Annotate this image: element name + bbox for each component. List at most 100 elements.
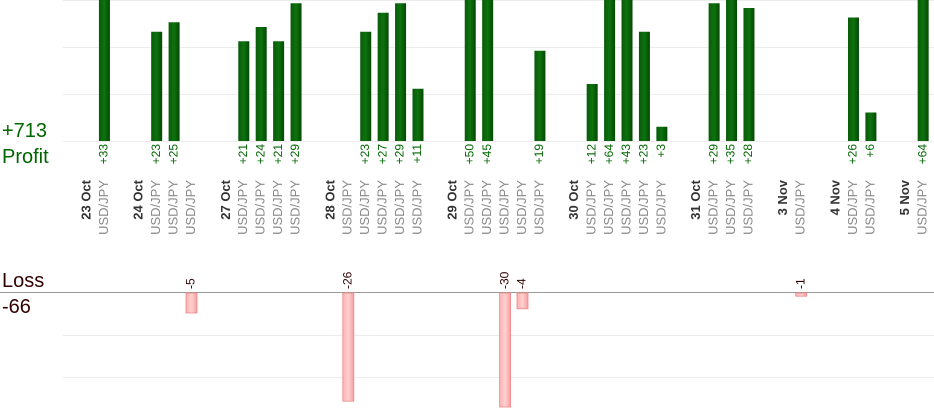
symbol-label: USD/JPY (584, 180, 599, 235)
profit-bar (412, 88, 424, 141)
profit-value-label: +21 (236, 144, 250, 165)
loss-bar (342, 292, 355, 402)
symbol-label: USD/JPY (740, 180, 755, 235)
loss-value-label: -1 (793, 278, 807, 289)
profit-value-label: +35 (724, 144, 738, 165)
symbol-label: USD/JPY (166, 180, 181, 235)
profit-bar (360, 31, 372, 141)
profit-value-label: +24 (253, 144, 267, 165)
profit-value-label: +11 (410, 144, 424, 164)
profit-bar (726, 0, 738, 141)
profit-value-label: +12 (584, 144, 598, 165)
symbol-label: USD/JPY (845, 180, 860, 235)
date-label: 4 Nov (827, 179, 842, 215)
symbol-label: USD/JPY (287, 180, 302, 235)
profit-value-label: +26 (846, 144, 860, 165)
loss-bar (795, 292, 808, 297)
symbol-label: USD/JPY (601, 180, 616, 235)
profit-bar (656, 126, 668, 141)
loss-value-label: -4 (515, 278, 529, 289)
profit-bar (482, 0, 494, 141)
date-label: 5 Nov (897, 179, 912, 215)
profit-bar (98, 0, 110, 141)
profit-label: Profit (2, 146, 49, 168)
symbol-label: USD/JPY (862, 180, 877, 235)
profit-value-label: +27 (375, 144, 389, 165)
symbol-label: USD/JPY (253, 180, 268, 235)
loss-value-label: -30 (497, 271, 511, 289)
profit-bar (238, 41, 250, 141)
date-label: 24 Oct (131, 179, 146, 219)
date-label: 29 Oct (444, 179, 459, 219)
profit-value-label: +3 (654, 144, 668, 158)
profit-value-label: +50 (462, 144, 476, 165)
symbol-label: USD/JPY (357, 180, 372, 235)
symbol-label: USD/JPY (183, 180, 198, 235)
loss-bar (499, 292, 511, 408)
profit-bar (847, 17, 859, 141)
profit-bar (273, 41, 285, 141)
loss-bar (185, 292, 198, 314)
profit-value-label: +21 (271, 144, 285, 165)
profit-value-label: +23 (637, 144, 651, 165)
profit-bar (534, 50, 546, 141)
profit-value-label: +64 (602, 144, 616, 165)
symbol-label: USD/JPY (531, 180, 546, 235)
profit-value-label: +23 (358, 144, 372, 165)
profit-bar (151, 31, 163, 141)
symbol-label: USD/JPY (706, 180, 721, 235)
profit-value-label: +29 (706, 144, 720, 165)
loss-value-label: -5 (184, 278, 198, 289)
profit-bar (708, 3, 720, 141)
symbol-label: USD/JPY (462, 180, 477, 235)
profit-value-label: +43 (619, 144, 633, 165)
profit-bar (865, 112, 877, 141)
profit-bar (621, 0, 633, 141)
profit-value-label: +28 (741, 144, 755, 165)
date-label: 23 Oct (78, 179, 93, 219)
profit-value-label: +29 (288, 144, 302, 165)
symbol-label: USD/JPY (479, 180, 494, 235)
symbol-label: USD/JPY (96, 180, 111, 235)
symbol-label: USD/JPY (497, 180, 512, 235)
symbol-label: USD/JPY (392, 180, 407, 235)
symbol-label: USD/JPY (235, 180, 250, 235)
loss-total: -66 (2, 296, 31, 318)
symbol-label: USD/JPY (270, 180, 285, 235)
symbol-label: USD/JPY (636, 180, 651, 235)
profit-bar (168, 22, 180, 141)
date-label: 27 Oct (218, 179, 233, 219)
date-label: 31 Oct (688, 179, 703, 219)
symbol-label: USD/JPY (148, 180, 163, 235)
symbol-label: USD/JPY (375, 180, 390, 235)
profit-value-label: +33 (97, 144, 111, 165)
profit-bar (586, 84, 598, 141)
symbol-label: USD/JPY (653, 180, 668, 235)
profit-bar (464, 0, 476, 141)
date-label: 30 Oct (566, 179, 581, 219)
symbol-label: USD/JPY (723, 180, 738, 235)
symbol-label: USD/JPY (340, 180, 355, 235)
profit-bar (290, 3, 302, 141)
date-label: 28 Oct (322, 179, 337, 219)
symbol-label: USD/JPY (915, 180, 930, 235)
symbol-label: USD/JPY (793, 180, 808, 235)
profit-value-label: +19 (532, 144, 546, 165)
profit-bar (255, 27, 267, 141)
profit-bar (604, 0, 616, 141)
symbol-label: USD/JPY (409, 180, 424, 235)
loss-label: Loss (2, 270, 44, 292)
profit-bar (395, 3, 407, 141)
profit-bar (638, 31, 650, 141)
profit-total: +713 (2, 120, 47, 142)
loss-bar (516, 292, 529, 310)
profit-bar (917, 0, 929, 141)
symbol-label: USD/JPY (618, 180, 633, 235)
profit-value-label: +45 (480, 144, 494, 165)
loss-value-label: -26 (340, 271, 354, 289)
profit-value-label: +6 (863, 144, 877, 158)
profit-value-label: +25 (166, 144, 180, 165)
symbol-label: USD/JPY (514, 180, 529, 235)
date-label: 3 Nov (775, 179, 790, 215)
